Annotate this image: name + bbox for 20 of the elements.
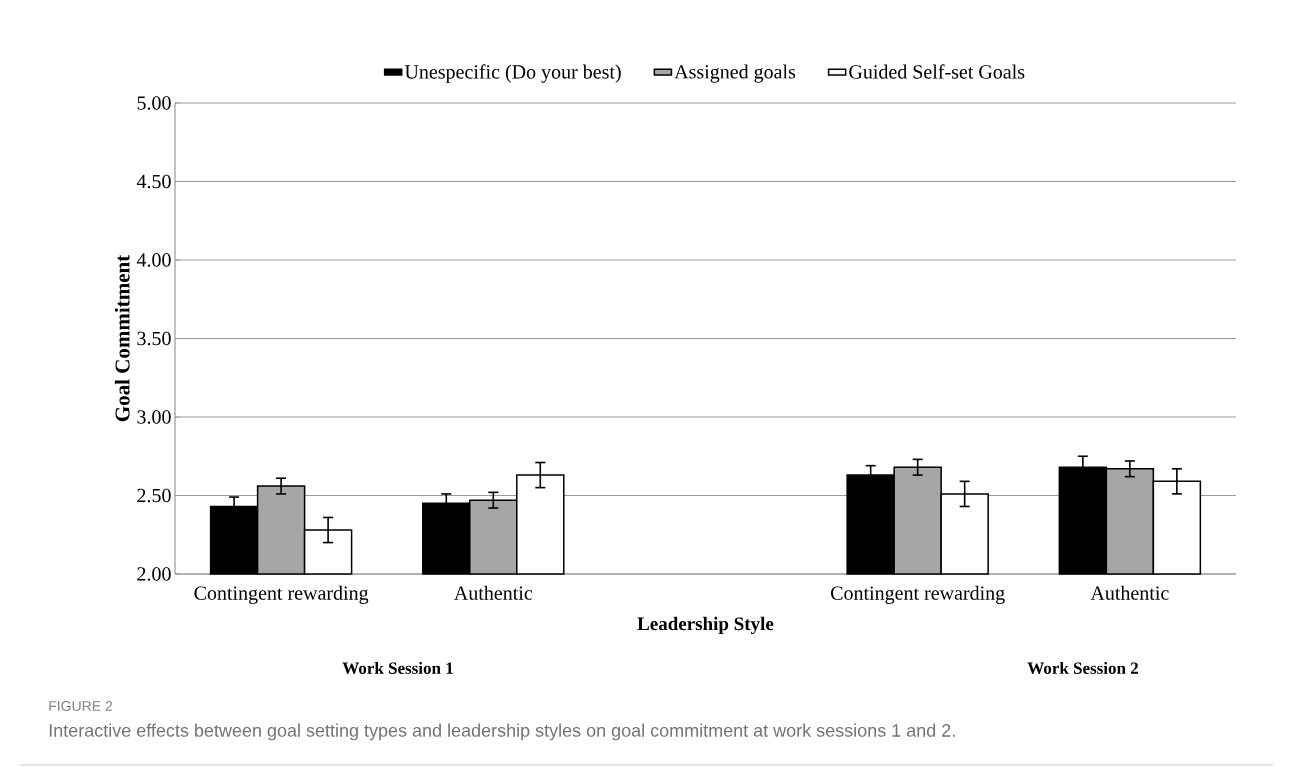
y-tick-label: 3.00 xyxy=(137,410,171,424)
text: Work Session 2 xyxy=(1027,661,1138,674)
y-tick-label: 5.00 xyxy=(137,96,171,110)
x-tick-label: Authentic xyxy=(1090,585,1169,600)
y-tick-label: 2.50 xyxy=(137,488,171,503)
y-tick-label: 4.00 xyxy=(136,253,171,267)
y-tick-label: 3.50 xyxy=(137,331,171,346)
y-tick-label: 2.00 xyxy=(137,567,171,581)
y-tick-label: 4.50 xyxy=(136,174,171,189)
legend-label: Guided Self-set Goals xyxy=(849,64,1025,79)
legend-label: Unespecific (Do your best) xyxy=(404,64,621,83)
x-tick-label: Contingent rewarding xyxy=(194,585,369,604)
caption: FIGURE 2 xyxy=(49,701,113,711)
y-axis-title: Goal Commitment xyxy=(114,254,130,422)
text: Work Session 1 xyxy=(342,661,453,674)
legend-label: Assigned goals xyxy=(674,64,796,83)
x-tick-label: Contingent rewarding xyxy=(831,585,1005,604)
x-axis-title: Leadership Style xyxy=(637,616,774,635)
x-tick-label: Authentic xyxy=(454,585,533,600)
text: Interactive effects between goal setting types and leadership styles on goal commitment at work sessions 1 and 2. xyxy=(49,723,955,741)
